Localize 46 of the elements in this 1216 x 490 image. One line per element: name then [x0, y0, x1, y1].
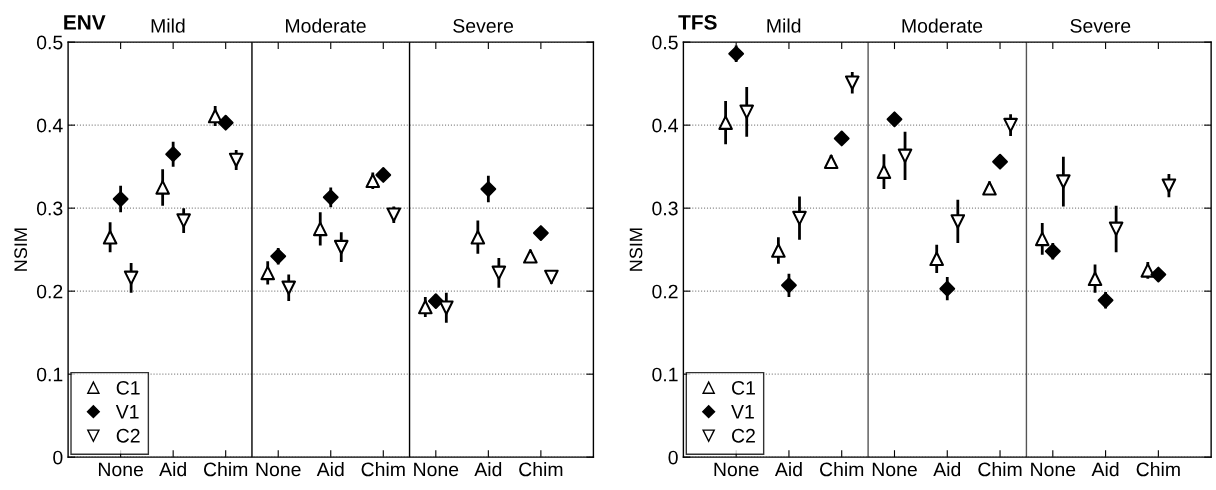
y-tick-label: 0.2 [652, 284, 678, 299]
legend-label: V1 [115, 405, 139, 419]
legend-label: C1 [116, 380, 140, 395]
x-tick-label: Chim [820, 462, 864, 477]
y-tick-label: 0 [53, 450, 63, 465]
x-tick-label: Chim [978, 462, 1022, 477]
y-tick-label: 0.4 [652, 118, 678, 133]
text: Mild [767, 18, 801, 33]
x-tick-label: None [414, 462, 459, 477]
y-tick-label: 0.4 [36, 118, 63, 133]
x-tick-label: None [98, 462, 144, 477]
y-tick-label: 0 [668, 450, 678, 465]
x-tick-label: None [256, 462, 301, 477]
x-tick-label: None [714, 462, 759, 477]
x-tick-label: Aid [316, 462, 344, 477]
x-tick-label: Chim [361, 462, 405, 477]
y-axis-title: NSIM [629, 228, 643, 271]
y-tick-label: 0.1 [652, 367, 678, 382]
chart-title: ENV [64, 15, 106, 30]
x-tick-label: Chim [1136, 462, 1180, 477]
legend-label: C2 [116, 428, 140, 443]
x-tick-label: Chim [519, 462, 563, 477]
text: Moderate [286, 18, 366, 33]
y-tick-label: 0.1 [36, 367, 63, 382]
x-tick-label: None [872, 462, 917, 477]
x-tick-label: Aid [159, 462, 186, 477]
text: Severe [1070, 18, 1131, 33]
x-tick-label: Aid [774, 462, 802, 477]
x-tick-label: Chim [203, 462, 248, 477]
legend-label: V1 [731, 405, 754, 419]
y-tick-label: 0.5 [652, 35, 678, 50]
legend-label: C2 [732, 428, 755, 443]
x-tick-label: Aid [933, 462, 961, 477]
y-tick-label: 0.3 [36, 201, 63, 216]
x-tick-label: None [1031, 462, 1076, 477]
y-axis-title: NSIM [14, 228, 28, 271]
text: Mild [151, 18, 185, 33]
chart-title: TFS [678, 14, 717, 30]
y-tick-label: 0.3 [652, 201, 678, 216]
x-tick-label: Aid [1091, 462, 1119, 477]
text: Severe [453, 18, 514, 33]
x-tick-label: Aid [474, 462, 502, 477]
legend-label: C1 [732, 380, 755, 395]
y-tick-label: 0.5 [36, 35, 63, 50]
y-tick-label: 0.2 [36, 284, 63, 299]
text: Moderate [902, 18, 983, 33]
